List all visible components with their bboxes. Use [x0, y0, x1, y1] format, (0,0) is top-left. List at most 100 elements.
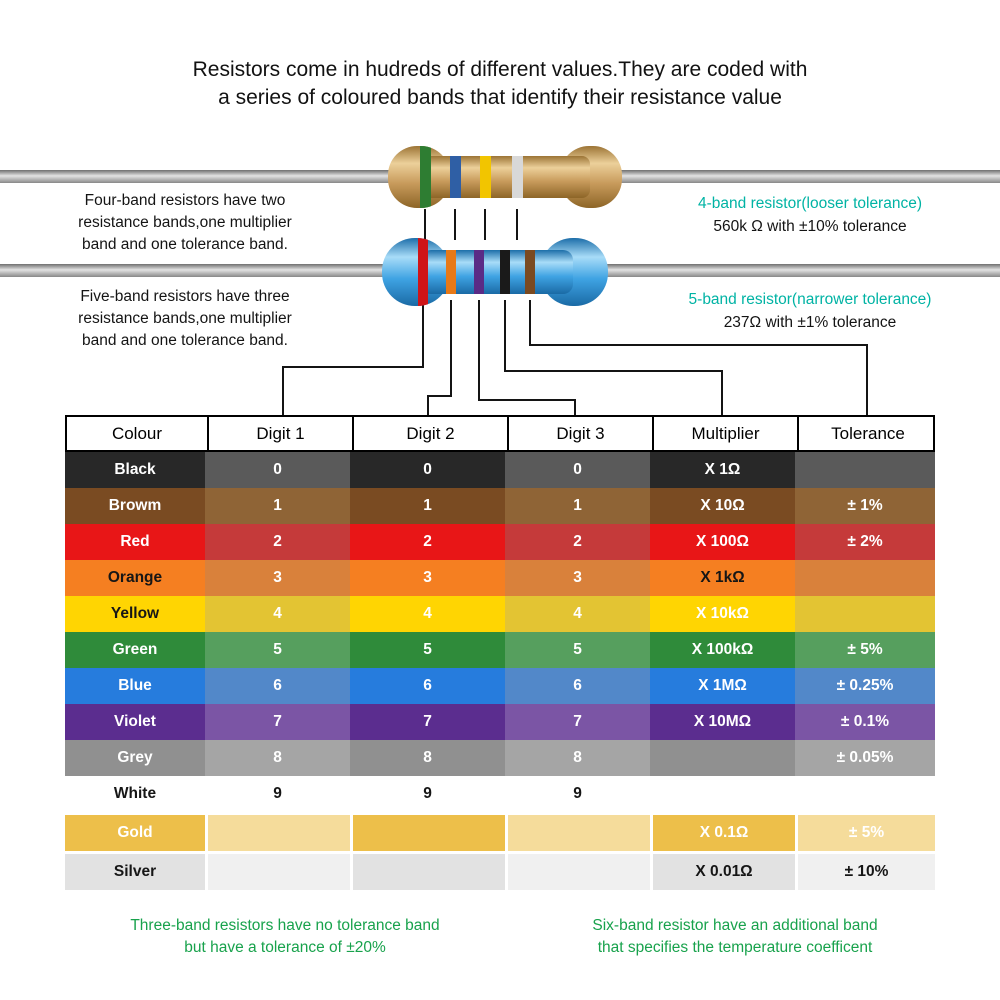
band-blue [450, 146, 461, 208]
table-row-yellow: Yellow 4 4 4 X 10kΩ [65, 596, 935, 632]
cell-tol: ± 1% [795, 488, 935, 524]
six-band-footnote: Six-band resistor have an additional ban… [592, 917, 878, 956]
table-row-violet: Violet 7 7 7 X 10MΩ ± 0.1% [65, 704, 935, 740]
column-header-tolerance: Tolerance [797, 417, 937, 450]
band-black [500, 238, 510, 306]
table-row-blue: Blue 6 6 6 X 1MΩ ± 0.25% [65, 668, 935, 704]
five-band-caption-title: 5-band resistor(narrower tolerance) [688, 291, 932, 308]
cell-tol: ± 0.25% [795, 668, 935, 704]
four-band-caption-value: 560k Ω with ±10% tolerance [713, 218, 907, 235]
cell-d3: 3 [505, 560, 650, 596]
cell-mult: X 1kΩ [650, 560, 795, 596]
cell-d3: 8 [505, 740, 650, 776]
cell-colour: Blue [65, 668, 205, 704]
four-band-resistor [388, 146, 622, 208]
cell-d1 [205, 854, 350, 890]
table-row-black: Black 0 0 0 X 1Ω [65, 452, 935, 488]
cell-d2: 4 [350, 596, 505, 632]
cell-d3: 0 [505, 452, 650, 488]
cell-tol: ± 5% [795, 632, 935, 668]
cell-tol: ± 2% [795, 524, 935, 560]
cell-d2: 7 [350, 704, 505, 740]
cell-mult: X 10kΩ [650, 596, 795, 632]
color-table-body: Black 0 0 0 X 1Ω Browm 1 1 1 X 10Ω ± 1% Red 2 2 2 X 100… [65, 452, 935, 890]
band-red [418, 238, 428, 306]
cell-mult [650, 740, 795, 776]
table-row-white: White 9 9 9 [65, 776, 935, 812]
band-orange [446, 238, 456, 306]
cell-tol: ± 0.05% [795, 740, 935, 776]
cell-colour: Browm [65, 488, 205, 524]
cell-d2: 2 [350, 524, 505, 560]
cell-d1: 2 [205, 524, 350, 560]
table-row-gold: Gold X 0.1Ω ± 5% [65, 815, 935, 851]
cell-colour: Silver [65, 854, 205, 890]
cell-d2 [350, 854, 505, 890]
cell-mult: X 10MΩ [650, 704, 795, 740]
cell-tol [795, 452, 935, 488]
cell-colour: Yellow [65, 596, 205, 632]
cell-colour: White [65, 776, 205, 812]
cell-d3: 1 [505, 488, 650, 524]
resistor-color-code-table: Colour Digit 1 Digit 2 Digit 3 Multiplier Tol… [65, 415, 935, 890]
cell-d3 [505, 815, 650, 851]
color-table-header: Colour Digit 1 Digit 2 Digit 3 Multiplier Tol… [65, 415, 935, 452]
cell-d1: 0 [205, 452, 350, 488]
cell-d3: 7 [505, 704, 650, 740]
cell-colour: Green [65, 632, 205, 668]
cell-d3: 5 [505, 632, 650, 668]
table-row-green: Green 5 5 5 X 100kΩ ± 5% [65, 632, 935, 668]
cell-d1: 5 [205, 632, 350, 668]
three-band-footnote: Three-band resistors have no tolerance b… [130, 917, 440, 956]
cell-d1 [205, 815, 350, 851]
cell-d2: 1 [350, 488, 505, 524]
cell-d1: 7 [205, 704, 350, 740]
cell-tol [795, 596, 935, 632]
cell-d2: 5 [350, 632, 505, 668]
cell-d2 [350, 815, 505, 851]
column-header-multiplier: Multiplier [652, 417, 797, 450]
cell-d2: 8 [350, 740, 505, 776]
table-row-browm: Browm 1 1 1 X 10Ω ± 1% [65, 488, 935, 524]
cell-colour: Orange [65, 560, 205, 596]
cell-mult: X 0.01Ω [650, 854, 795, 890]
cell-d1: 3 [205, 560, 350, 596]
four-band-description: Four-band resistors have two resistance … [78, 192, 292, 253]
cell-d1: 1 [205, 488, 350, 524]
band-violet [474, 238, 484, 306]
band-silver [512, 146, 523, 208]
five-band-description: Five-band resistors have three resistanc… [78, 288, 292, 349]
cell-d3: 4 [505, 596, 650, 632]
cell-d1: 4 [205, 596, 350, 632]
cell-d2: 6 [350, 668, 505, 704]
table-row-orange: Orange 3 3 3 X 1kΩ [65, 560, 935, 596]
table-row-grey: Grey 8 8 8 ± 0.05% [65, 740, 935, 776]
cell-mult: X 100kΩ [650, 632, 795, 668]
cell-d3: 9 [505, 776, 650, 812]
cell-colour: Red [65, 524, 205, 560]
cell-mult [650, 776, 795, 812]
cell-colour: Gold [65, 815, 205, 851]
cell-d3: 6 [505, 668, 650, 704]
cell-d2: 0 [350, 452, 505, 488]
five-band-resistor [382, 238, 608, 306]
four-band-caption-title: 4-band resistor(looser tolerance) [698, 195, 922, 212]
cell-mult: X 100Ω [650, 524, 795, 560]
cell-colour: Black [65, 452, 205, 488]
cell-mult: X 1Ω [650, 452, 795, 488]
table-row-red: Red 2 2 2 X 100Ω ± 2% [65, 524, 935, 560]
band-green [420, 146, 431, 208]
cell-d1: 6 [205, 668, 350, 704]
page-title: Resistors come in hudreds of different v… [192, 58, 808, 109]
cell-mult: X 10Ω [650, 488, 795, 524]
cell-tol: ± 0.1% [795, 704, 935, 740]
cell-colour: Violet [65, 704, 205, 740]
cell-d3 [505, 854, 650, 890]
five-band-body [382, 238, 608, 306]
five-band-caption-value: 237Ω with ±1% tolerance [723, 314, 897, 331]
cell-mult: X 0.1Ω [650, 815, 795, 851]
cell-tol: ± 10% [795, 854, 935, 890]
column-header-digit-2: Digit 2 [352, 417, 507, 450]
cell-d2: 9 [350, 776, 505, 812]
